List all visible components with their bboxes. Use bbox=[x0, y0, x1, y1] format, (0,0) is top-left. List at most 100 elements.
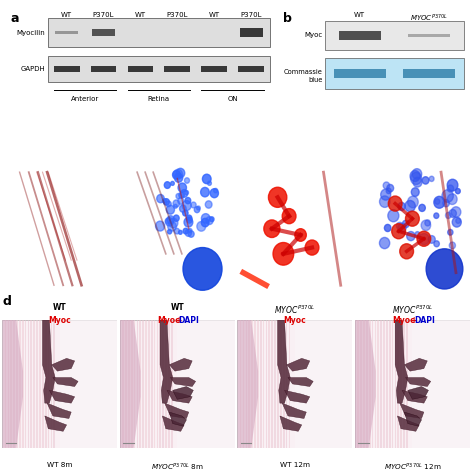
Bar bbox=[168, 320, 170, 448]
Bar bbox=[271, 320, 273, 448]
Circle shape bbox=[208, 181, 211, 185]
Bar bbox=[374, 320, 376, 448]
Polygon shape bbox=[167, 391, 192, 403]
Text: WT: WT bbox=[135, 11, 146, 18]
Circle shape bbox=[419, 204, 425, 211]
Polygon shape bbox=[280, 416, 302, 431]
Circle shape bbox=[392, 224, 405, 239]
Bar bbox=[360, 320, 362, 448]
Polygon shape bbox=[404, 358, 427, 371]
Polygon shape bbox=[47, 403, 71, 419]
Circle shape bbox=[419, 234, 429, 245]
Circle shape bbox=[434, 196, 445, 208]
Bar bbox=[48, 320, 49, 448]
Bar bbox=[277, 320, 279, 448]
Circle shape bbox=[447, 194, 457, 204]
Circle shape bbox=[411, 188, 419, 196]
Bar bbox=[151, 320, 153, 448]
Circle shape bbox=[435, 199, 440, 204]
Bar bbox=[280, 320, 282, 448]
Bar bbox=[51, 320, 52, 448]
Circle shape bbox=[425, 220, 430, 226]
Bar bbox=[30, 320, 32, 448]
Circle shape bbox=[210, 217, 214, 222]
Circle shape bbox=[176, 193, 181, 199]
Bar bbox=[403, 70, 455, 78]
Polygon shape bbox=[169, 358, 192, 371]
Bar bbox=[164, 66, 190, 72]
Bar bbox=[357, 320, 359, 448]
Circle shape bbox=[182, 201, 191, 210]
Circle shape bbox=[449, 210, 456, 218]
Circle shape bbox=[415, 232, 420, 237]
Bar bbox=[238, 66, 264, 72]
Bar bbox=[165, 320, 167, 448]
Bar bbox=[260, 320, 262, 448]
Circle shape bbox=[164, 199, 169, 205]
Circle shape bbox=[456, 189, 460, 194]
Circle shape bbox=[178, 198, 184, 204]
Circle shape bbox=[443, 200, 449, 207]
Circle shape bbox=[417, 231, 431, 246]
Circle shape bbox=[422, 177, 429, 184]
Text: blue: blue bbox=[308, 77, 322, 83]
Circle shape bbox=[165, 218, 173, 226]
Circle shape bbox=[452, 217, 461, 227]
Text: P370L: P370L bbox=[93, 11, 114, 18]
Circle shape bbox=[447, 185, 454, 192]
Circle shape bbox=[186, 217, 192, 223]
Bar bbox=[45, 320, 46, 448]
Circle shape bbox=[410, 171, 420, 182]
Bar bbox=[10, 320, 12, 448]
Text: ON: ON bbox=[228, 96, 238, 102]
Circle shape bbox=[434, 241, 439, 247]
Polygon shape bbox=[49, 391, 74, 403]
Text: P370L: P370L bbox=[240, 11, 262, 18]
Bar bbox=[386, 320, 388, 448]
Text: Anterior: Anterior bbox=[71, 96, 99, 102]
Bar bbox=[325, 21, 464, 50]
Circle shape bbox=[174, 228, 180, 234]
Bar bbox=[363, 320, 365, 448]
Circle shape bbox=[408, 196, 418, 208]
Polygon shape bbox=[237, 320, 258, 448]
Bar bbox=[240, 320, 241, 448]
Polygon shape bbox=[405, 377, 431, 386]
Text: $\mathit{MYOC}^{P370L}$ 8m: $\mathit{MYOC}^{P370L}$ 8m bbox=[151, 462, 204, 474]
Bar bbox=[54, 320, 55, 448]
Polygon shape bbox=[355, 320, 376, 448]
Circle shape bbox=[185, 229, 191, 237]
Bar bbox=[246, 320, 247, 448]
Bar bbox=[48, 18, 270, 47]
Bar bbox=[412, 320, 470, 448]
Circle shape bbox=[456, 218, 461, 223]
Bar bbox=[263, 320, 264, 448]
Circle shape bbox=[163, 199, 166, 203]
Bar bbox=[8, 320, 9, 448]
Circle shape bbox=[388, 196, 402, 211]
Circle shape bbox=[206, 217, 213, 225]
Bar bbox=[134, 320, 136, 448]
Bar bbox=[251, 320, 253, 448]
Bar bbox=[171, 320, 173, 448]
Circle shape bbox=[173, 169, 182, 179]
Circle shape bbox=[171, 182, 174, 185]
Bar bbox=[122, 320, 124, 448]
Circle shape bbox=[434, 213, 439, 219]
Text: WT 12m: WT 12m bbox=[280, 462, 310, 468]
Text: $\mathit{MYOC}^{P370L}$: $\mathit{MYOC}^{P370L}$ bbox=[392, 303, 433, 316]
Circle shape bbox=[180, 205, 186, 212]
Circle shape bbox=[380, 196, 390, 208]
Circle shape bbox=[202, 174, 211, 184]
Circle shape bbox=[197, 206, 200, 210]
Bar bbox=[137, 320, 138, 448]
Bar bbox=[377, 320, 379, 448]
Circle shape bbox=[168, 222, 176, 231]
Circle shape bbox=[407, 231, 415, 241]
Text: $\mathit{MYOC}^{P370L}$: $\mathit{MYOC}^{P370L}$ bbox=[410, 12, 448, 24]
Polygon shape bbox=[288, 377, 313, 386]
Bar bbox=[154, 320, 155, 448]
Circle shape bbox=[447, 179, 458, 191]
Circle shape bbox=[426, 249, 463, 289]
Circle shape bbox=[173, 171, 181, 179]
